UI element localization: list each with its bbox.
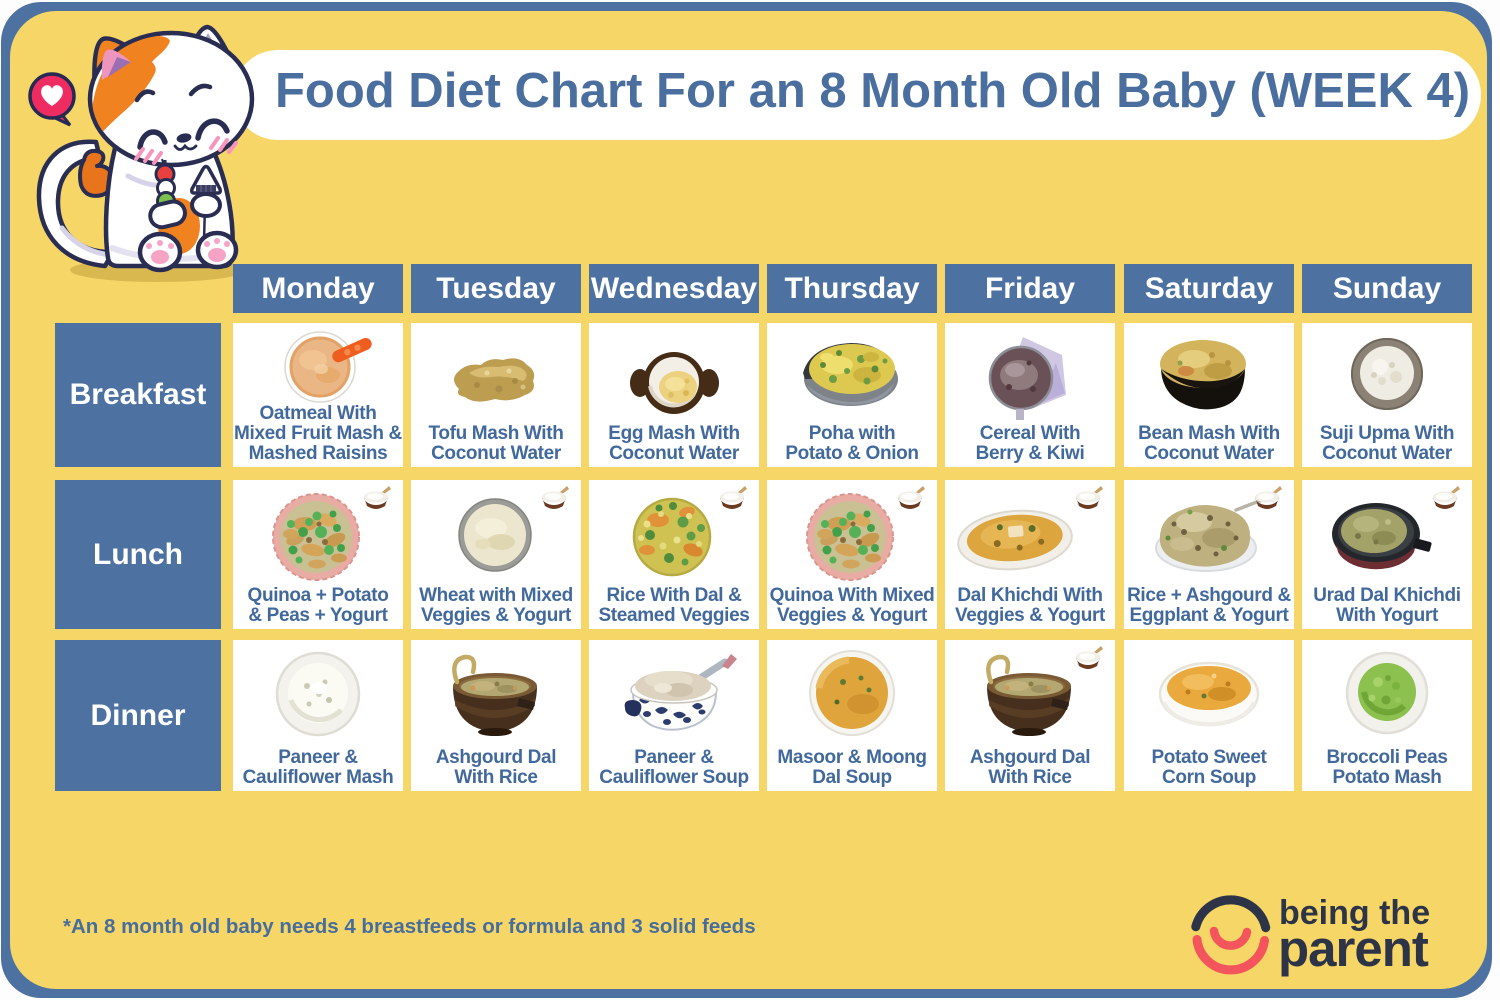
svg-text:being the: being the (1279, 894, 1430, 932)
svg-text:parent: parent (1278, 920, 1429, 977)
